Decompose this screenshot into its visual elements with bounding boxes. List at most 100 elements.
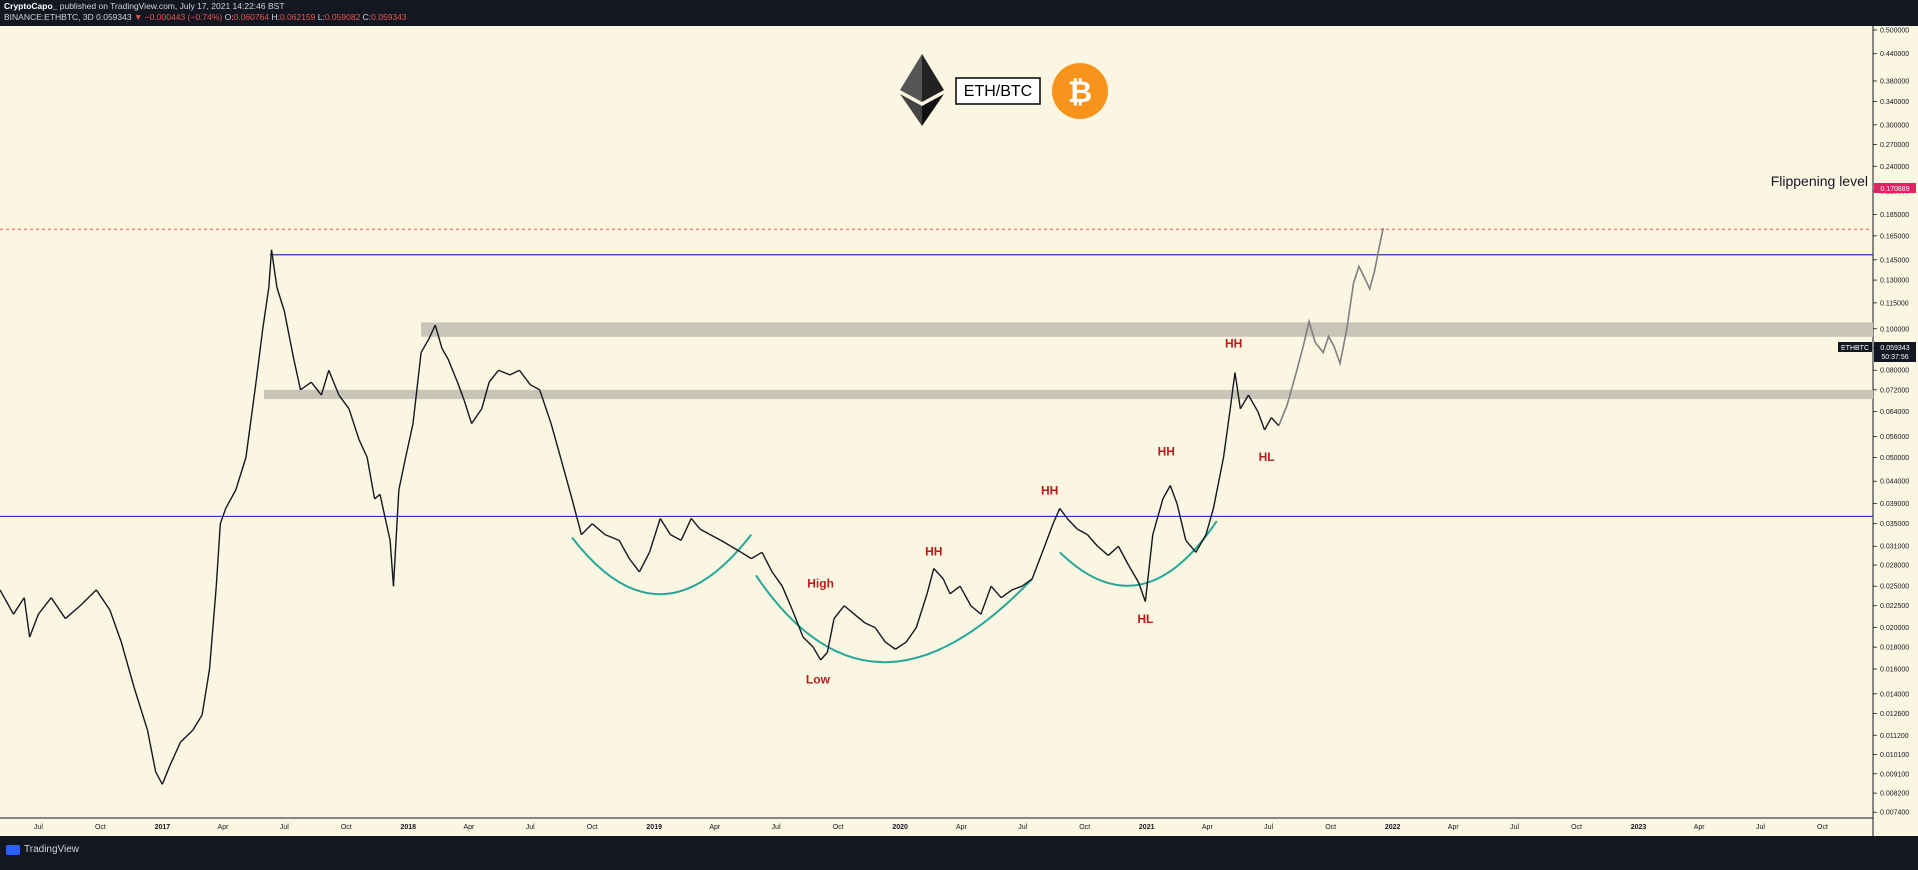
x-tick-label: Apr (709, 824, 721, 831)
price-segment (488, 369, 500, 383)
y-tick-label: 0.008200 (1880, 791, 1909, 798)
price-segment (604, 533, 620, 541)
price-segment (180, 729, 194, 743)
y-tick-label: 0.016000 (1880, 667, 1909, 674)
x-tick-label: Apr (1202, 824, 1214, 831)
price-segment (1176, 503, 1187, 541)
price-segment (262, 287, 270, 329)
tradingview-logo[interactable]: TradingView (6, 844, 79, 855)
price-segment (219, 508, 227, 524)
price-segment (1229, 372, 1236, 409)
price-segment (709, 534, 722, 541)
price-segment (802, 636, 814, 648)
tradingview-label: TradingView (24, 844, 80, 855)
horizontal-levels (0, 228, 1873, 518)
price-segment (293, 358, 302, 390)
price-segment (255, 328, 264, 383)
y-tick-label: 0.025000 (1880, 584, 1909, 591)
price-segment (750, 551, 763, 560)
y-tick-label: 0.050000 (1880, 455, 1909, 462)
flip-price-value: 0.170889 (1880, 186, 1909, 193)
price-segment (1086, 534, 1099, 547)
price-change: −0.000443 (−0.74%) (144, 12, 223, 22)
price-segment (1162, 485, 1171, 500)
price-segment (1222, 408, 1231, 458)
price-segment (276, 287, 285, 312)
price-segment (328, 369, 340, 396)
pair-label: ETH/BTC (964, 83, 1032, 100)
price-segment (348, 408, 360, 441)
publisher-name[interactable]: CryptoCapo_ (4, 1, 58, 11)
flip-price-label: 0.170889 (1874, 183, 1916, 193)
annotations: Low High HH HH HL HH HH HL (806, 336, 1275, 686)
x-tick-label: Jul (1510, 824, 1519, 831)
price-segment (895, 641, 907, 650)
price-segment (300, 381, 312, 391)
price-segment (133, 687, 149, 731)
x-tick-label: Apr (1694, 824, 1706, 831)
resistance-zones (264, 322, 1874, 400)
x-tick-label: Jul (772, 824, 781, 831)
price-segment (571, 498, 583, 535)
y-tick-label: 0.115000 (1880, 300, 1909, 307)
price-segment (498, 369, 511, 376)
y-tick-label: 0.100000 (1880, 326, 1909, 333)
annotation-label: High (807, 577, 834, 591)
ohlc-close: 0.059343 (371, 12, 407, 22)
price-segment (1127, 564, 1140, 583)
price-segment (1059, 508, 1068, 519)
x-tick-label: Oct (1325, 824, 1336, 831)
price-segment (1212, 457, 1225, 509)
price-segment (905, 627, 917, 643)
y-tick-label: 0.145000 (1880, 257, 1909, 264)
x-tick-label: Apr (218, 824, 230, 831)
current-price: 0.059343 (1880, 345, 1909, 352)
annotation-label: HH (925, 544, 942, 558)
price-segment (926, 568, 935, 594)
price-segment (95, 589, 111, 611)
x-tick-label: Oct (1079, 824, 1090, 831)
price-segment (338, 394, 350, 410)
price-segment (215, 523, 222, 587)
price-segment (471, 408, 483, 425)
bottom-arc (571, 534, 753, 596)
price-segment (320, 370, 330, 396)
tradingview-icon (6, 844, 20, 855)
y-tick-label: 0.035000 (1880, 521, 1909, 528)
price-segment (245, 382, 257, 458)
current-price-label: ETHBTC 0.059343 50:37:56 (1838, 342, 1916, 362)
ohlc-low: 0.059082 (324, 12, 361, 22)
pair-label-box (955, 77, 1041, 105)
price-segment (161, 765, 171, 785)
price-segment (146, 730, 157, 772)
x-tick-label: 2017 (155, 824, 171, 831)
price-segment (1052, 508, 1061, 524)
y-tick-label: 0.007400 (1880, 810, 1909, 817)
last-price: 0.059343 (96, 12, 132, 22)
x-tick-label: 2020 (892, 824, 908, 831)
y-tick-label: 0.072000 (1880, 387, 1909, 394)
price-segment (412, 352, 422, 424)
y-tick-label: 0.165000 (1880, 233, 1909, 240)
price-segment (874, 627, 886, 643)
price-chart[interactable]: Low High HH HH HL HH HH HL 0.500000 0.440000 0.38… (0, 26, 1918, 836)
symbol-prefix: BINANCE:ETHBTC, 3D (4, 12, 94, 22)
x-tick-label: Apr (956, 824, 968, 831)
x-tick-label: Jul (1264, 824, 1273, 831)
price-segment (463, 400, 473, 424)
price-segment (980, 585, 992, 615)
x-tick-label: Oct (1571, 824, 1582, 831)
y-tick-label: 0.014000 (1880, 691, 1909, 698)
y-tick-label: 0.500000 (1880, 28, 1909, 35)
price-segment (539, 389, 552, 424)
price-segment (389, 540, 395, 587)
annotation-label: HH (1225, 336, 1242, 350)
x-tick-label: Jul (1756, 824, 1765, 831)
footer: TradingView (0, 836, 1918, 870)
price-segment (529, 384, 540, 391)
price-segment (12, 597, 25, 615)
flippening-label: Flippening level (1771, 173, 1868, 189)
price-segment (310, 381, 322, 396)
y-tick-label: 0.380000 (1880, 78, 1909, 85)
price-axis[interactable] (1873, 26, 1918, 836)
